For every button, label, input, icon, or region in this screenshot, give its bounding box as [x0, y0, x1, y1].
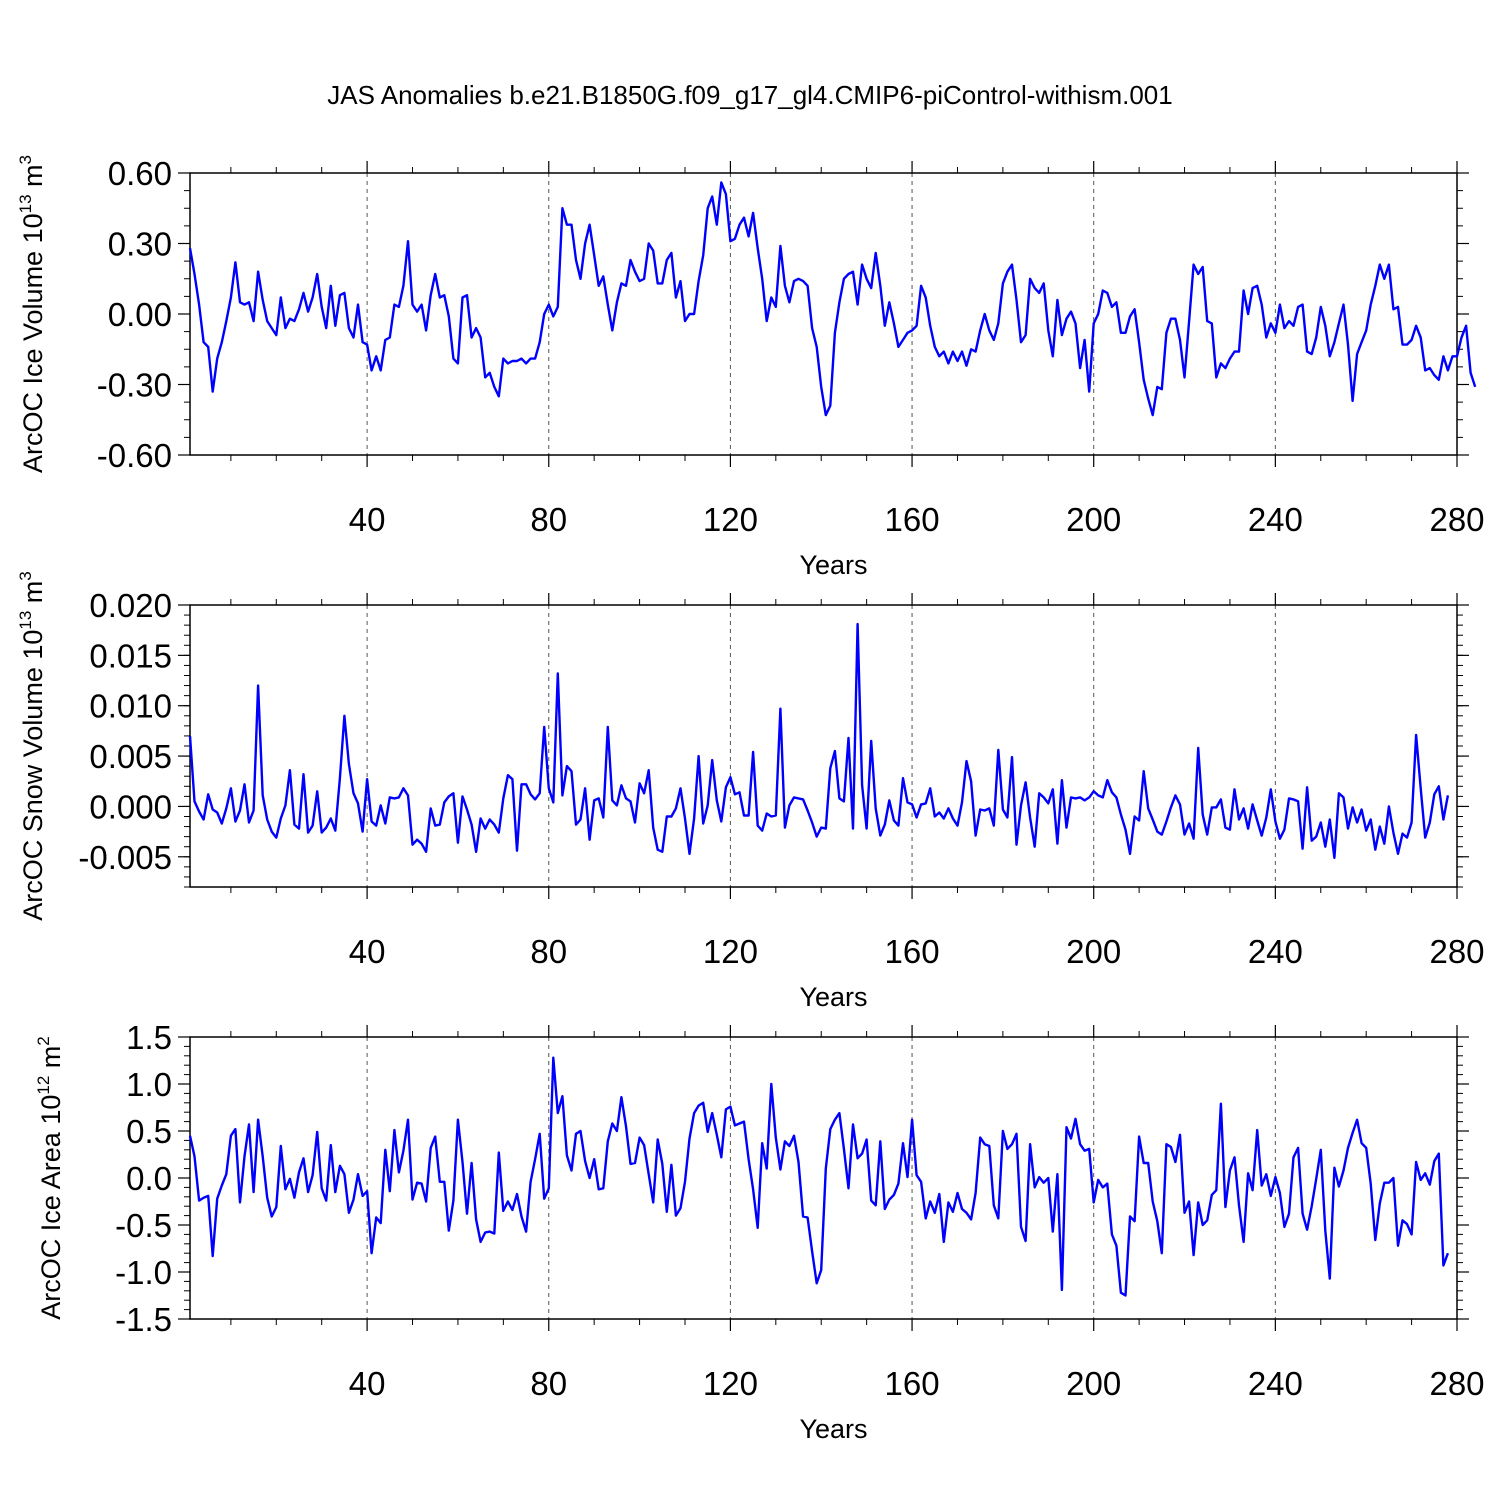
x-tick-label: 160	[885, 501, 940, 538]
y-tick-label: 0.000	[89, 788, 172, 825]
y-axis-label: ArcOC Snow Volume 1013 m3	[16, 571, 48, 921]
y-tick-label: -0.30	[97, 367, 172, 404]
x-tick-label: 200	[1066, 1365, 1121, 1402]
y-tick-label: -1.5	[115, 1301, 172, 1338]
y-tick-label: 0.010	[89, 688, 172, 725]
x-axis-label: Years	[799, 982, 867, 1012]
x-tick-label: 80	[530, 501, 567, 538]
x-tick-label: 80	[530, 1365, 567, 1402]
x-axis-label: Years	[799, 1414, 867, 1444]
chart-panel-2: 40 80 120 160 200 240 280 -0.005 0.000 0.005 0.010…	[16, 571, 1485, 1012]
y-tick-label: 0.020	[89, 587, 172, 624]
x-tick-label: 40	[349, 501, 386, 538]
x-tick-label: 240	[1248, 501, 1303, 538]
plot-frame	[189, 172, 1458, 456]
x-tick-label: 40	[349, 933, 386, 970]
y-tick-label: 1.0	[126, 1066, 172, 1103]
y-tick-label: -0.005	[78, 839, 172, 876]
x-tick-label: 80	[530, 933, 567, 970]
x-tick-label: 160	[885, 1365, 940, 1402]
y-tick-label: 0.0	[126, 1160, 172, 1197]
x-tick-label: 200	[1066, 501, 1121, 538]
x-tick-label: 120	[703, 501, 758, 538]
x-axis-label: Years	[799, 550, 867, 580]
y-tick-label: 1.5	[126, 1019, 172, 1056]
figure-title: JAS Anomalies b.e21.B1850G.f09_g17_gl4.C…	[327, 80, 1173, 110]
y-axis-label: ArcOC Ice Area 1012 m2	[34, 1036, 66, 1320]
data-series-line	[188, 1056, 1450, 1297]
y-tick-label: 0.00	[108, 296, 172, 333]
x-tick-label: 200	[1066, 933, 1121, 970]
x-tick-label: 280	[1429, 933, 1484, 970]
x-tick-label: 240	[1248, 933, 1303, 970]
x-tick-label: 120	[703, 933, 758, 970]
x-tick-label: 120	[703, 1365, 758, 1402]
chart-panel-1: 40 80 120 160 200 240 280 -0.60 -0.30 0.00 0.30 0.6…	[16, 155, 1485, 580]
y-tick-label: 0.30	[108, 226, 172, 263]
y-tick-label: 0.005	[89, 738, 172, 775]
chart-panel-3: 40 80 120 160 200 240 280 -1.5 -1.0 -0.5 0.0 0.5 1.0…	[34, 1019, 1485, 1444]
y-axis-label: ArcOC Ice Volume 1013 m3	[16, 155, 48, 473]
y-tick-label: -0.60	[97, 437, 172, 474]
y-tick-label: 0.60	[108, 155, 172, 192]
y-tick-label: 0.015	[89, 637, 172, 674]
x-tick-label: 240	[1248, 1365, 1303, 1402]
x-tick-label: 280	[1429, 1365, 1484, 1402]
x-tick-label: 280	[1429, 501, 1484, 538]
x-tick-label: 40	[349, 1365, 386, 1402]
plot-frame	[189, 604, 1458, 888]
data-series-line	[188, 622, 1450, 859]
data-series-line	[188, 181, 1477, 417]
x-tick-label: 160	[885, 933, 940, 970]
y-tick-label: -0.5	[115, 1207, 172, 1244]
y-tick-label: -1.0	[115, 1254, 172, 1291]
y-tick-label: 0.5	[126, 1113, 172, 1150]
